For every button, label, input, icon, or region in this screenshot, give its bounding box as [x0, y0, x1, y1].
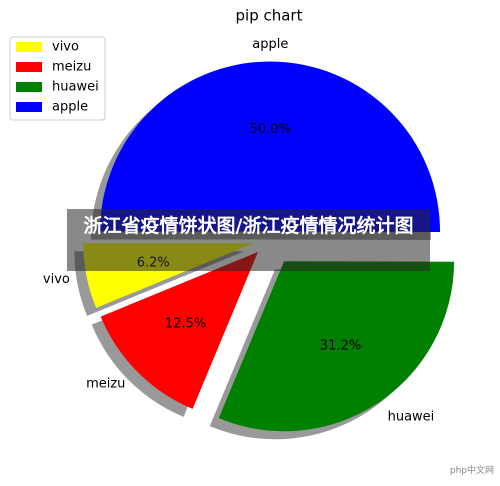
slice	[100, 61, 441, 233]
legend-swatch	[16, 62, 42, 72]
legend-swatch	[16, 102, 42, 112]
value-label: 50.0%	[250, 122, 291, 137]
legend-box	[9, 36, 106, 121]
watermark: php中文网	[449, 466, 494, 476]
chart-title: pip chart	[236, 7, 303, 25]
category-label: apple	[252, 37, 288, 52]
slice	[218, 261, 455, 432]
overlay-caption: 浙江省疫情饼状图/浙江疫情情况统计图	[67, 209, 430, 271]
legend-label: vivo	[52, 40, 79, 55]
legend-swatch	[16, 42, 42, 52]
legend-label: huawei	[52, 80, 99, 95]
legend-label: apple	[52, 100, 88, 115]
legend-swatch	[16, 82, 42, 92]
value-label: 12.5%	[165, 316, 206, 331]
slice	[100, 251, 258, 409]
category-label: vivo	[43, 272, 70, 287]
legend-label: meizu	[52, 60, 91, 75]
category-label: meizu	[86, 376, 125, 391]
category-label: huawei	[388, 409, 435, 424]
value-label: 31.2%	[320, 339, 361, 354]
